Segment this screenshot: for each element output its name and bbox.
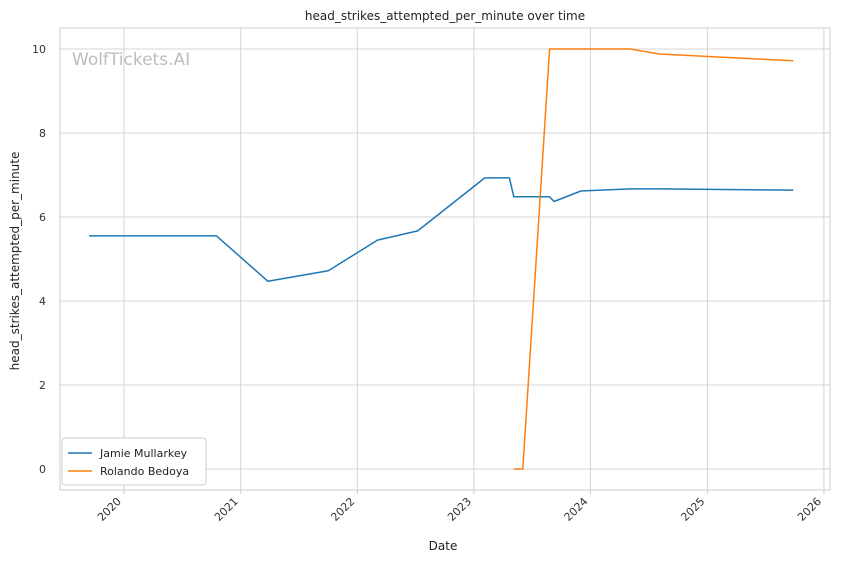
x-tick-label-2024: 2024 bbox=[562, 495, 591, 524]
legend: Jamie Mullarkey Rolando Bedoya bbox=[61, 437, 207, 486]
legend-box bbox=[61, 437, 207, 486]
legend-label-jamie-mullarkey: Jamie Mullarkey bbox=[99, 447, 188, 460]
y-tick-label-6: 6 bbox=[39, 211, 46, 224]
x-tick-label-2026: 2026 bbox=[795, 495, 824, 524]
y-tick-label-4: 4 bbox=[39, 295, 46, 308]
watermark-text: WolfTickets.AI bbox=[72, 50, 190, 70]
y-tick-label-0: 0 bbox=[39, 463, 46, 476]
y-tick-label-2: 2 bbox=[39, 379, 46, 392]
x-tick-label-2023: 2023 bbox=[445, 495, 474, 524]
y-axis-ticks: 0 2 4 6 8 10 bbox=[32, 43, 46, 476]
chart-title: head_strikes_attempted_per_minute over t… bbox=[305, 9, 585, 23]
y-tick-label-10: 10 bbox=[32, 43, 46, 56]
x-tick-label-2025: 2025 bbox=[678, 495, 707, 524]
x-tick-label-2022: 2022 bbox=[328, 495, 357, 524]
x-axis-ticks: 2020 2021 2022 2023 2024 2025 2026 bbox=[95, 490, 825, 524]
series-line-jamie-mullarkey bbox=[89, 177, 794, 283]
grid bbox=[60, 28, 830, 490]
legend-label-rolando-bedoya: Rolando Bedoya bbox=[100, 465, 189, 478]
series-lines bbox=[89, 48, 794, 470]
x-axis-label: Date bbox=[429, 539, 458, 553]
plot-area-frame bbox=[59, 27, 831, 491]
x-tick-label-2020: 2020 bbox=[95, 495, 124, 524]
series-line-rolando-bedoya bbox=[513, 48, 794, 470]
y-axis-label: head_strikes_attempted_per_minute bbox=[8, 152, 22, 371]
x-tick-label-2021: 2021 bbox=[212, 495, 241, 524]
y-tick-label-8: 8 bbox=[39, 127, 46, 140]
